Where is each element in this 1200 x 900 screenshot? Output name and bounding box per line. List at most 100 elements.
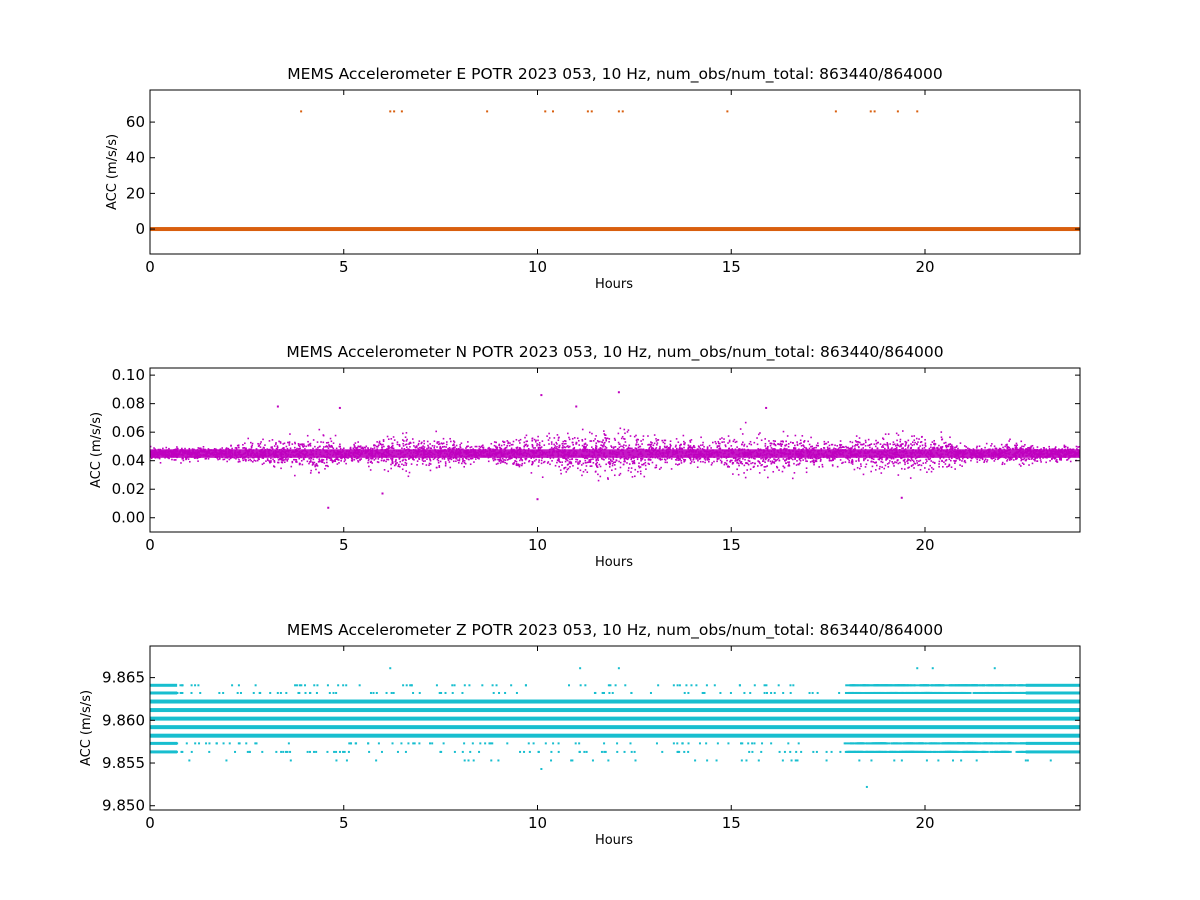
data-point	[847, 446, 849, 449]
data-point	[519, 447, 521, 449]
data-point	[377, 445, 379, 448]
data-point	[275, 442, 277, 444]
data-point	[693, 446, 696, 449]
data-point	[534, 455, 536, 457]
data-point	[909, 451, 912, 454]
data-point	[580, 464, 583, 466]
data-point	[279, 442, 282, 444]
data-point	[414, 446, 417, 449]
data-point	[785, 453, 788, 455]
data-point	[411, 456, 414, 459]
data-point	[677, 455, 679, 458]
data-point	[505, 446, 508, 449]
data-point	[1018, 450, 1021, 453]
data-point	[209, 453, 212, 456]
data-point	[518, 453, 520, 456]
data-point	[997, 449, 1000, 451]
data-point	[954, 450, 957, 453]
data-point	[960, 455, 963, 458]
data-point	[627, 467, 630, 469]
data-point	[770, 453, 772, 456]
data-point	[396, 441, 399, 443]
data-point	[613, 453, 615, 455]
data-point	[858, 452, 861, 455]
data-point	[890, 448, 893, 450]
data-point	[621, 110, 624, 113]
data-point	[642, 438, 644, 441]
data-point	[295, 460, 298, 463]
data-point	[586, 448, 589, 451]
data-point	[191, 456, 193, 458]
data-point	[618, 446, 621, 449]
data-point	[376, 441, 378, 443]
data-point	[738, 448, 741, 450]
data-point	[362, 450, 365, 452]
data-point	[924, 467, 926, 469]
data-point	[176, 447, 179, 450]
data-point	[270, 457, 272, 460]
data-point	[886, 457, 889, 459]
data-point	[708, 453, 711, 456]
data-point	[897, 462, 900, 465]
data-point	[1063, 444, 1066, 447]
data-point	[194, 453, 197, 456]
data-point	[405, 470, 408, 472]
data-point	[573, 452, 575, 454]
data-point	[735, 440, 738, 443]
data-point	[991, 453, 993, 456]
data-point	[791, 455, 794, 458]
data-point	[325, 450, 327, 452]
data-point	[787, 456, 790, 459]
data-point	[315, 462, 318, 465]
data-point	[536, 443, 538, 445]
data-point	[884, 454, 886, 456]
data-point	[879, 457, 881, 460]
data-point	[689, 446, 692, 449]
data-point	[1057, 453, 1060, 456]
data-point	[594, 470, 597, 473]
data-point	[782, 458, 785, 460]
data-point	[770, 450, 773, 452]
data-point	[341, 456, 344, 458]
data-point	[563, 467, 565, 470]
data-point	[564, 449, 566, 451]
data-point	[891, 447, 893, 449]
data-point	[584, 438, 587, 440]
data-point	[848, 447, 850, 450]
data-point	[595, 463, 597, 465]
data-point	[388, 453, 390, 455]
data-point	[1012, 447, 1014, 450]
data-point	[408, 457, 410, 460]
data-point	[289, 433, 291, 435]
data-point	[303, 458, 305, 461]
data-point	[873, 443, 876, 446]
data-point	[361, 453, 363, 456]
data-point	[805, 460, 807, 462]
data-point	[929, 464, 932, 467]
data-point	[556, 445, 558, 448]
data-point	[452, 460, 455, 463]
data-point	[608, 458, 610, 460]
data-point	[764, 438, 766, 440]
data-point	[274, 449, 277, 452]
data-point	[285, 458, 287, 460]
data-point	[911, 456, 914, 459]
data-point	[910, 453, 913, 455]
data-point	[949, 436, 951, 439]
data-point	[337, 453, 340, 456]
data-point	[886, 450, 889, 452]
data-point	[831, 464, 834, 466]
data-point	[306, 451, 309, 454]
data-point	[445, 443, 448, 446]
data-point	[648, 463, 651, 466]
data-point	[707, 456, 709, 459]
data-point	[930, 450, 932, 452]
data-point	[324, 445, 327, 448]
data-point	[881, 456, 884, 459]
data-point	[482, 446, 485, 449]
data-point	[313, 461, 316, 464]
data-point	[608, 461, 610, 463]
data-point	[451, 450, 454, 453]
data-point	[757, 433, 760, 436]
data-point	[1055, 451, 1058, 453]
